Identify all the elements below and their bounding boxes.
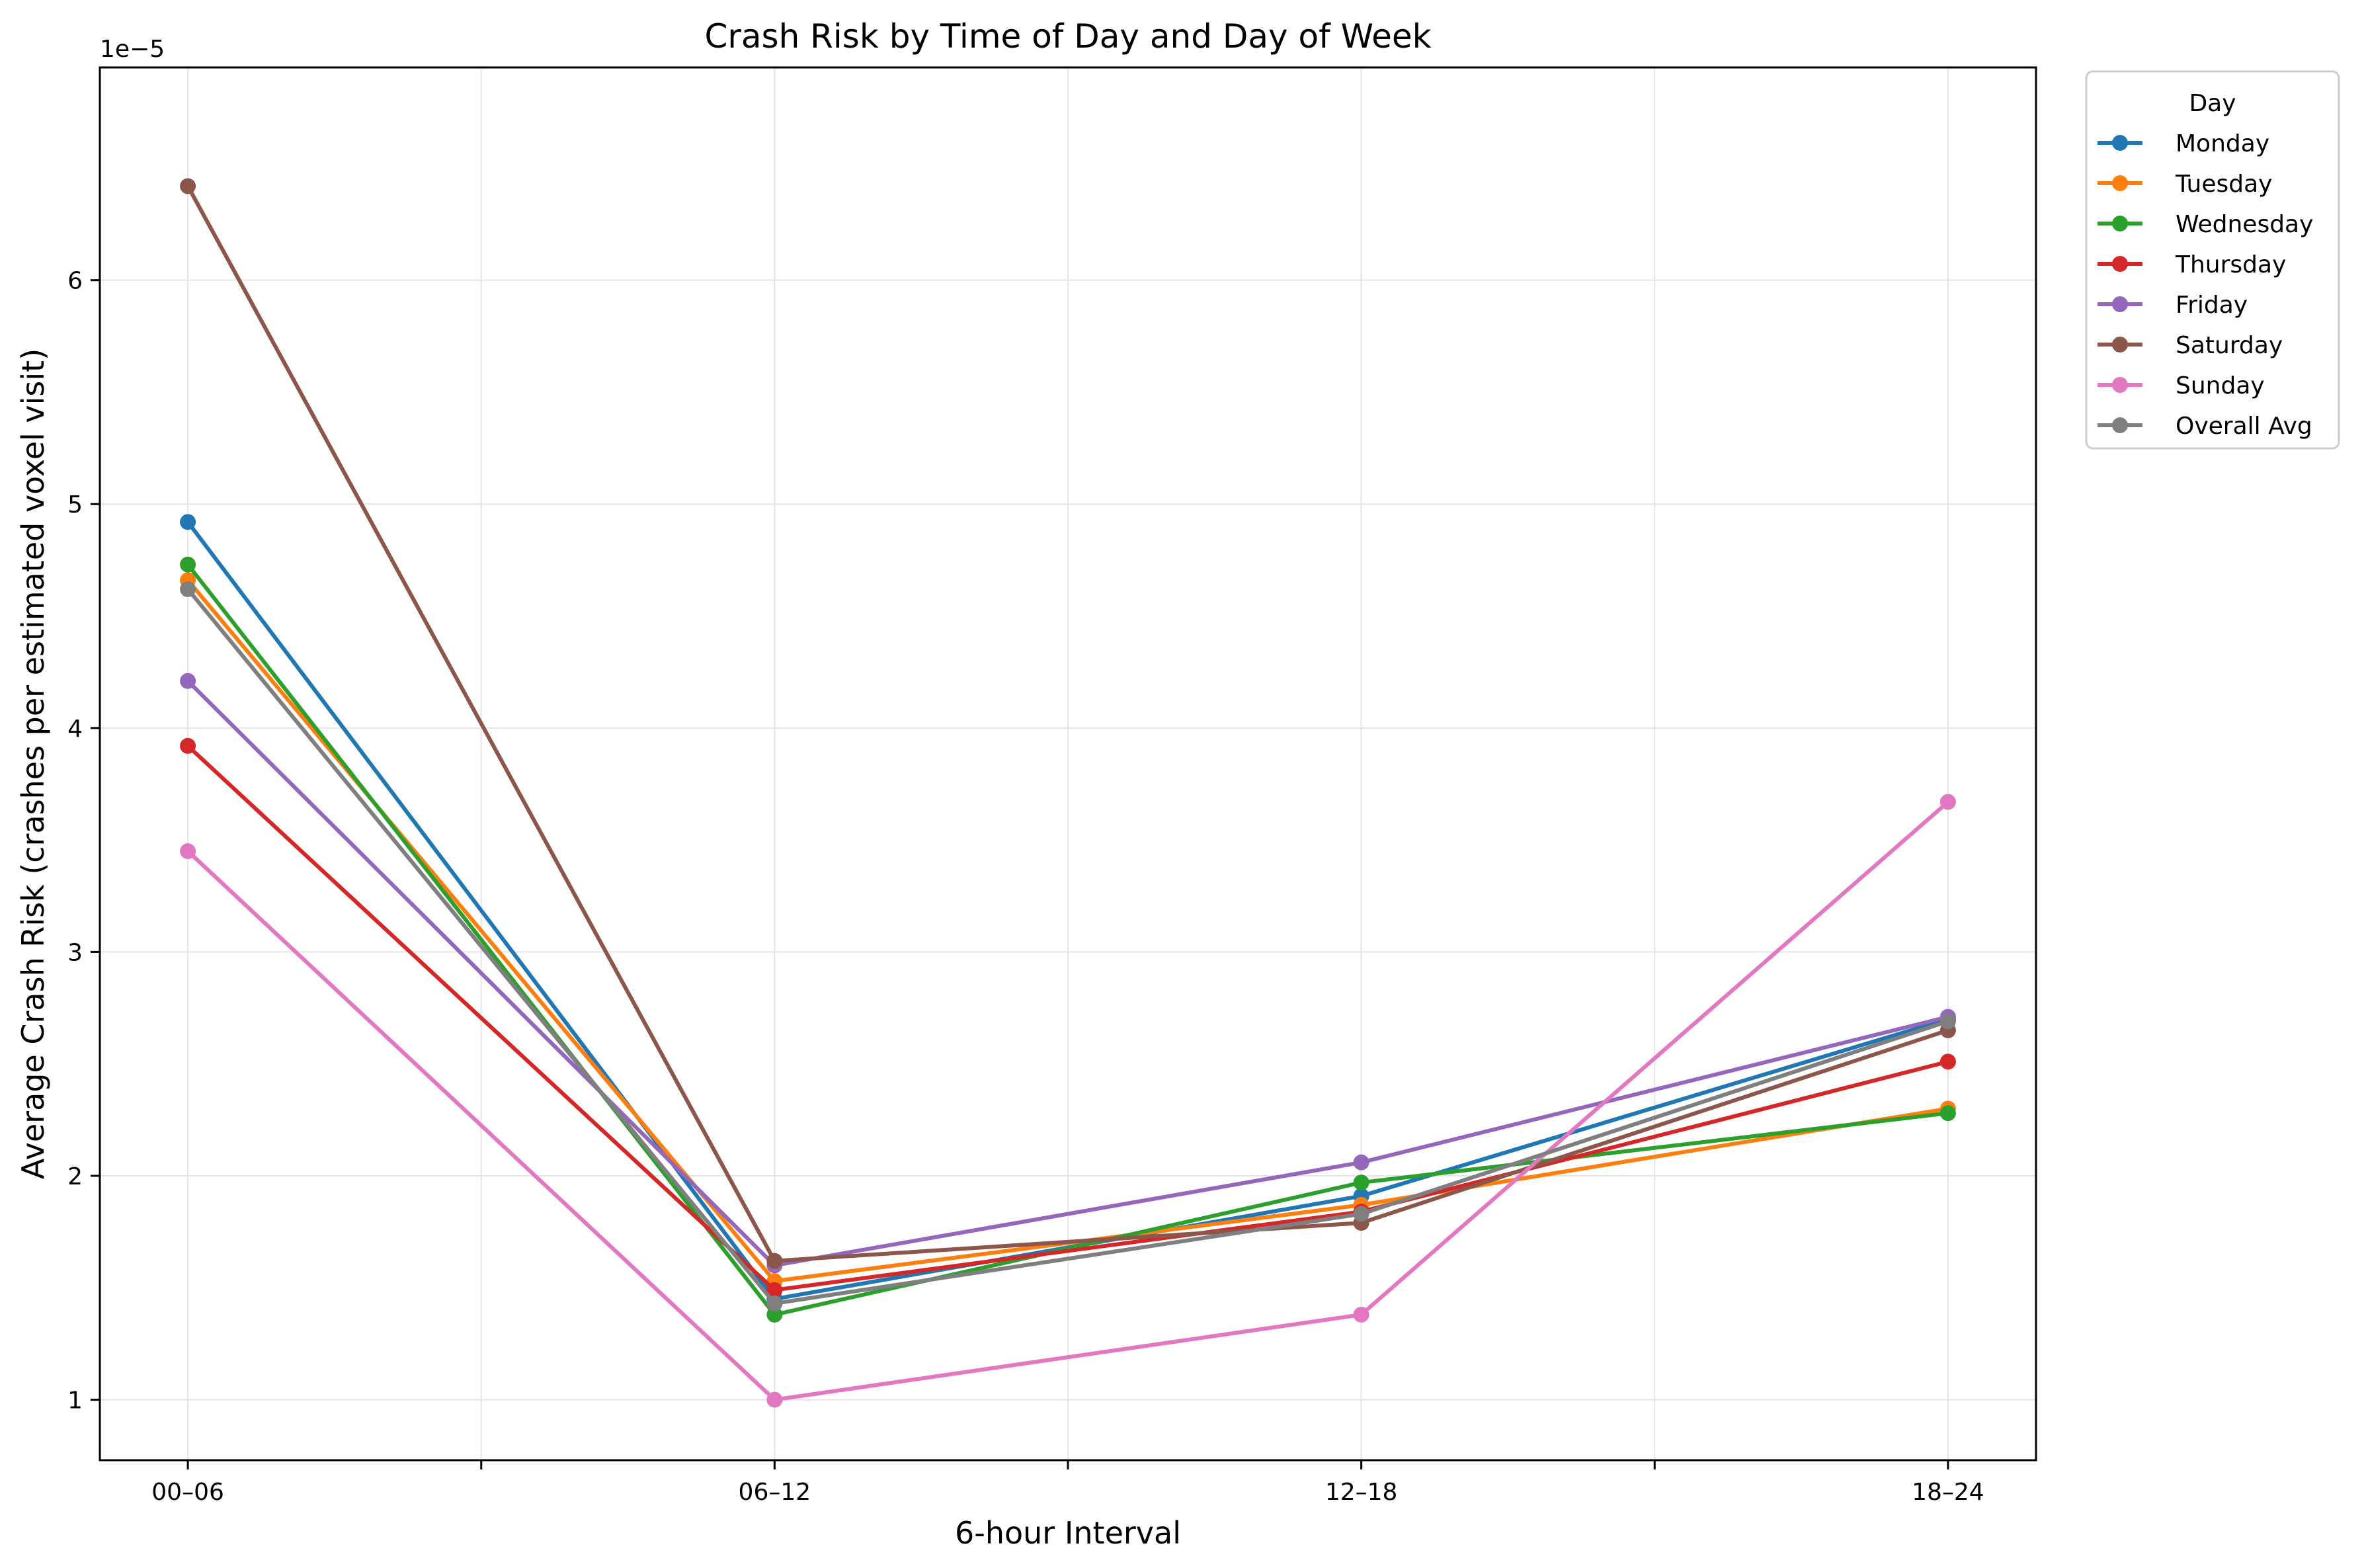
y-tick-label: 2 [67, 1163, 83, 1190]
data-point [180, 673, 196, 689]
data-point [1353, 1306, 1369, 1323]
series-line [186, 679, 1950, 1268]
series-overall-avg [180, 581, 1956, 1311]
legend-entry: Sunday [2098, 372, 2265, 399]
chart-title: Crash Risk by Time of Day and Day of Wee… [704, 17, 1431, 56]
x-tick-label: 12–18 [1325, 1479, 1398, 1506]
legend-marker-swatch [2112, 175, 2128, 191]
data-point [1939, 794, 1956, 810]
legend-entry: Wednesday [2098, 211, 2313, 238]
series-lines [180, 178, 1956, 1408]
y-axis-label: Average Crash Risk (crashes per estimate… [15, 349, 51, 1179]
legend-entry: Thursday [2098, 251, 2286, 278]
data-point [180, 581, 196, 597]
data-point [180, 178, 196, 194]
legend-entry: Friday [2098, 292, 2248, 319]
series-line [186, 800, 1950, 1402]
x-axis-label: 6-hour Interval [955, 1515, 1181, 1551]
legend-marker-swatch [2112, 337, 2128, 352]
data-point [1353, 1206, 1369, 1222]
legend-marker-swatch [2112, 417, 2128, 433]
data-point [1939, 1013, 1956, 1030]
x-tick-label: 00–06 [151, 1479, 224, 1506]
legend-entry: Saturday [2098, 332, 2283, 359]
legend-box [2085, 70, 2340, 450]
legend-entry: Overall Avg [2098, 413, 2312, 440]
legend-label: Thursday [2175, 251, 2286, 278]
series-line [186, 184, 1950, 1263]
data-point [180, 737, 196, 754]
series-line [186, 562, 1950, 1317]
data-point [180, 843, 196, 860]
data-point [766, 1391, 783, 1408]
legend-label: Saturday [2176, 332, 2283, 359]
legend-marker-swatch [2112, 256, 2128, 272]
legend-label: Monday [2176, 130, 2269, 157]
legend-entry: Tuesday [2098, 171, 2272, 198]
legend-marker-swatch [2112, 135, 2128, 151]
y-tick-label: 3 [67, 939, 83, 966]
data-point [1353, 1175, 1369, 1191]
series-line [186, 743, 1950, 1292]
legend-label: Wednesday [2176, 211, 2313, 238]
data-point [1939, 1053, 1956, 1070]
legend-entry: Monday [2098, 130, 2269, 157]
legend-marker-swatch [2112, 216, 2128, 231]
y-tick-label: 1 [67, 1387, 83, 1415]
data-point [766, 1306, 783, 1323]
legend-items: Monday Tuesday Wednesday Thursday Friday Satu… [2098, 130, 2313, 440]
data-point [1353, 1154, 1369, 1171]
axes: 00–06 06–12 12–18 18–24 1 2 3 4 5 6 [67, 268, 1984, 1506]
series-wednesday [180, 556, 1956, 1323]
data-point [766, 1295, 783, 1311]
data-point [180, 556, 196, 573]
series-sunday [180, 794, 1956, 1408]
y-tick-label: 4 [67, 716, 83, 743]
series-line [186, 587, 1950, 1305]
y-tick-label: 6 [67, 268, 83, 295]
legend-marker-swatch [2112, 377, 2128, 393]
legend-label: Sunday [2176, 372, 2265, 399]
x-tick-label: 18–24 [1912, 1479, 1984, 1506]
legend-label: Friday [2176, 292, 2248, 319]
legend-title: Day [2189, 90, 2236, 117]
legend-marker-swatch [2112, 296, 2128, 312]
x-tick-label: 06–12 [739, 1479, 811, 1506]
grid-lines [100, 67, 2036, 1460]
data-point [180, 514, 196, 530]
y-axis-offset-label: 1e−5 [100, 36, 165, 63]
y-tick-label: 5 [67, 491, 83, 518]
legend-label: Overall Avg [2176, 413, 2312, 440]
data-point [766, 1253, 783, 1269]
legend: Day Monday Tuesday Wednesday Thursday Friday… [2085, 70, 2340, 450]
data-point [1939, 1105, 1956, 1122]
legend-label: Tuesday [2175, 171, 2272, 198]
data-point [766, 1282, 783, 1298]
